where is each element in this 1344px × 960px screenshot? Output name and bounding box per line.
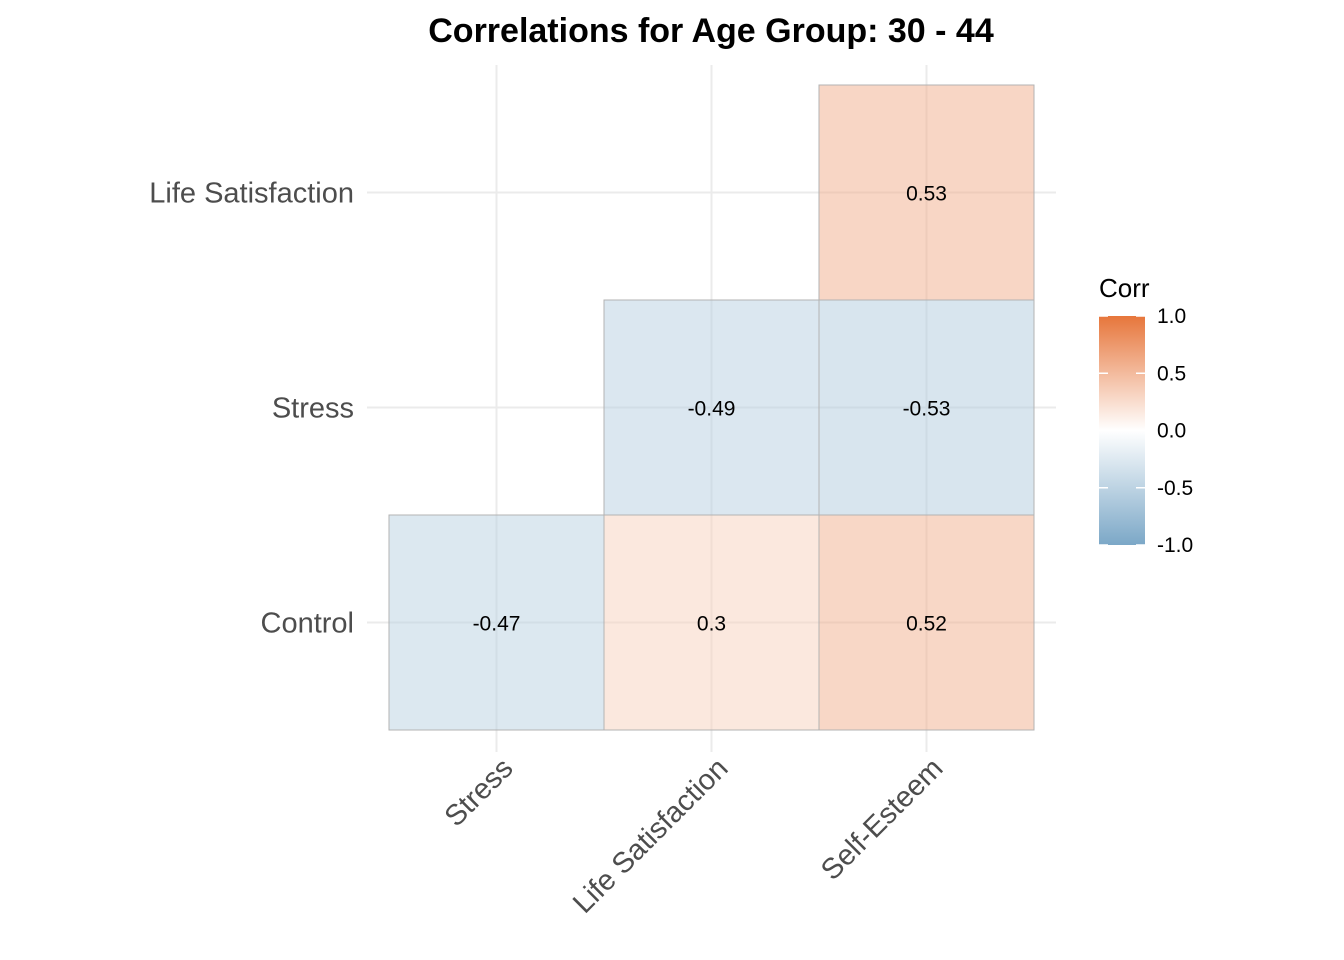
cell-value-labels: -0.47 0.3 0.52 -0.49 -0.53 0.53 xyxy=(473,183,951,636)
legend-tick-label: -1.0 xyxy=(1157,534,1193,557)
heatmap-cell xyxy=(388,514,605,731)
legend-tick-label: 0.0 xyxy=(1157,420,1186,443)
cell-value-label: 0.53 xyxy=(906,183,947,206)
heatmap-cell xyxy=(603,299,820,516)
legend-ticks: 1.0 0.5 0.0 -0.5 -1.0 xyxy=(1099,305,1193,557)
x-axis-tick-labels: Stress Life Satisfaction Self-Esteem xyxy=(439,752,950,919)
legend-tick-label: -0.5 xyxy=(1157,477,1193,500)
legend-tick-label: 1.0 xyxy=(1157,305,1186,328)
x-tick-label: Self-Esteem xyxy=(815,752,949,886)
legend-tick-label: 0.5 xyxy=(1157,362,1186,385)
y-tick-label: Stress xyxy=(272,393,354,425)
color-legend: Corr 1.0 0.5 0.0 -0.5 -1.0 xyxy=(1099,273,1193,557)
heatmap-cells xyxy=(388,84,1035,731)
heatmap-cell xyxy=(818,299,1035,516)
heatmap-cell xyxy=(818,514,1035,731)
cell-value-label: 0.52 xyxy=(906,613,947,636)
x-tick-label: Stress xyxy=(439,752,520,833)
cell-value-label: -0.49 xyxy=(688,398,736,421)
chart-title: Correlations for Age Group: 30 - 44 xyxy=(428,12,994,50)
y-axis-tick-labels: Control Stress Life Satisfaction xyxy=(149,178,354,640)
y-tick-label: Life Satisfaction xyxy=(149,178,354,210)
cell-value-label: -0.47 xyxy=(473,613,521,636)
heatmap-cell xyxy=(818,84,1035,301)
legend-title: Corr xyxy=(1099,273,1150,303)
cell-value-label: 0.3 xyxy=(697,613,726,636)
x-tick-label: Life Satisfaction xyxy=(567,752,734,919)
y-tick-label: Control xyxy=(261,608,355,640)
cell-value-label: -0.53 xyxy=(903,398,951,421)
